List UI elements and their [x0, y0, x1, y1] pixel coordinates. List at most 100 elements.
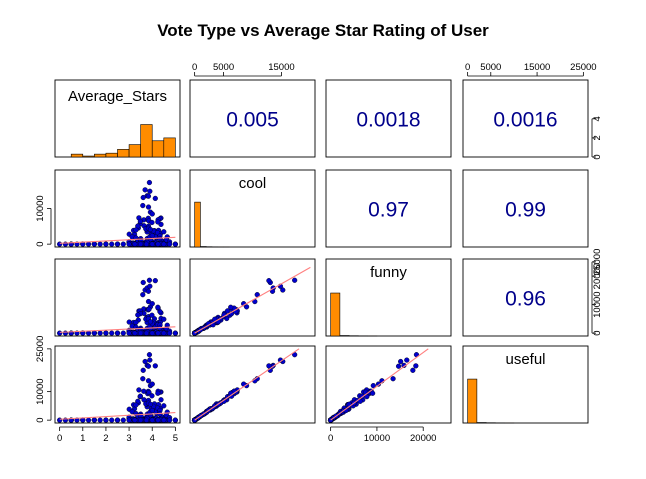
fit-line [194, 266, 311, 334]
scatter-point [158, 397, 164, 403]
scatter-point [143, 330, 150, 336]
scatter-point [142, 187, 148, 193]
scatter-point [145, 204, 152, 210]
scatter-point [152, 278, 158, 284]
scatter-point [147, 188, 153, 194]
scatter-point [133, 227, 139, 233]
scatter-point [152, 363, 158, 369]
scatter-point [57, 417, 63, 423]
scatter-point [166, 241, 173, 247]
fit-line [194, 348, 300, 421]
histogram-bar [151, 140, 165, 158]
scatter-point [370, 383, 376, 389]
y-tick-label: 25000 [592, 249, 603, 275]
scatter-point [97, 417, 103, 423]
scatter-point [280, 287, 286, 293]
x-tick-label: 15000 [268, 62, 294, 73]
scatter-point [85, 417, 92, 423]
y-tick-label: 25000 [35, 336, 46, 362]
x-tick-label: 10000 [364, 433, 390, 444]
scatter-point [91, 330, 97, 336]
panel-frame [189, 79, 316, 158]
scatter-point [155, 330, 161, 336]
x-tick-label: 5 [173, 433, 178, 444]
scatter-point [138, 330, 144, 336]
scatter-point [172, 417, 178, 423]
x-tick-label: 25000 [570, 62, 596, 73]
scatter-point [398, 358, 404, 365]
scatter-point [120, 330, 126, 336]
x-tick-label: 15000 [524, 62, 550, 73]
scatter-point [146, 179, 153, 186]
correlation-value: 0.0016 [493, 109, 557, 132]
panel-frame [189, 169, 316, 248]
y-tick-label: 0 [592, 330, 603, 335]
scatter-point [145, 288, 152, 294]
histogram-bar [117, 149, 130, 158]
x-tick-label: 5000 [480, 62, 501, 73]
scatter-point [97, 241, 103, 247]
x-tick-label: 5000 [213, 62, 234, 73]
histogram-bar [140, 124, 153, 158]
x-tick-label: 0 [57, 433, 62, 444]
scatter-point [161, 316, 167, 322]
scatter-point [146, 352, 153, 358]
scatter-point [132, 417, 138, 423]
panel-grid: Average_Stars 0.005 0.0018 0.0016 cool 0.97 0.… [35, 62, 603, 444]
scatter-point [109, 330, 115, 336]
scatter-point [292, 277, 298, 283]
scatter-point [140, 292, 146, 298]
scatter-point [155, 241, 161, 247]
scatter-point [149, 301, 155, 307]
x-tick-label: 20000 [410, 433, 436, 444]
scatter-point [133, 319, 139, 326]
scatter-point [149, 219, 155, 226]
scatter-point [410, 367, 416, 373]
scatter-point [146, 277, 153, 283]
scatter-point [395, 363, 402, 369]
scatter-point [137, 393, 143, 399]
scatter-point [120, 241, 126, 247]
scatter-point [155, 219, 161, 225]
scatter-point [161, 241, 167, 247]
scatter-point [166, 417, 173, 423]
scatter-point [91, 241, 97, 247]
scatter-point [192, 330, 198, 336]
scatter-point [147, 283, 153, 289]
scatter-point [126, 330, 132, 336]
histogram-bar [94, 153, 107, 158]
histogram-bar [70, 153, 84, 158]
scatter-point [390, 376, 396, 382]
panel-frame [462, 79, 589, 158]
x-tick-label: 0 [465, 62, 470, 73]
scatter-point [161, 417, 167, 423]
scatter-point [155, 304, 161, 310]
histogram-bar [330, 292, 341, 337]
y-tick-label: 2 [592, 135, 603, 140]
scatter-point [120, 417, 126, 423]
correlation-value: 0.99 [505, 199, 546, 222]
x-tick-label: 0 [192, 62, 197, 73]
x-tick-label: 4 [150, 433, 155, 444]
scatter-point [140, 367, 146, 373]
scatter-point [114, 417, 121, 423]
scatter-point [109, 241, 115, 247]
scatter-point [114, 330, 121, 336]
scatter-point [152, 195, 158, 201]
y-tick-label: 10000 [35, 378, 46, 404]
histogram-bar [163, 137, 176, 158]
scatter-point [145, 378, 152, 384]
panel-frame [54, 258, 181, 337]
fit-line [59, 412, 176, 420]
histogram-bar [194, 201, 201, 248]
scatter-point [172, 330, 178, 336]
scatter-point [147, 226, 154, 233]
scatter-point [138, 241, 144, 247]
panel-frame [462, 345, 589, 424]
scatter-point [114, 241, 121, 247]
scatter-point [132, 330, 138, 336]
scatter-point [109, 417, 115, 423]
scatter-point [155, 390, 161, 396]
panel-frame [325, 345, 452, 424]
